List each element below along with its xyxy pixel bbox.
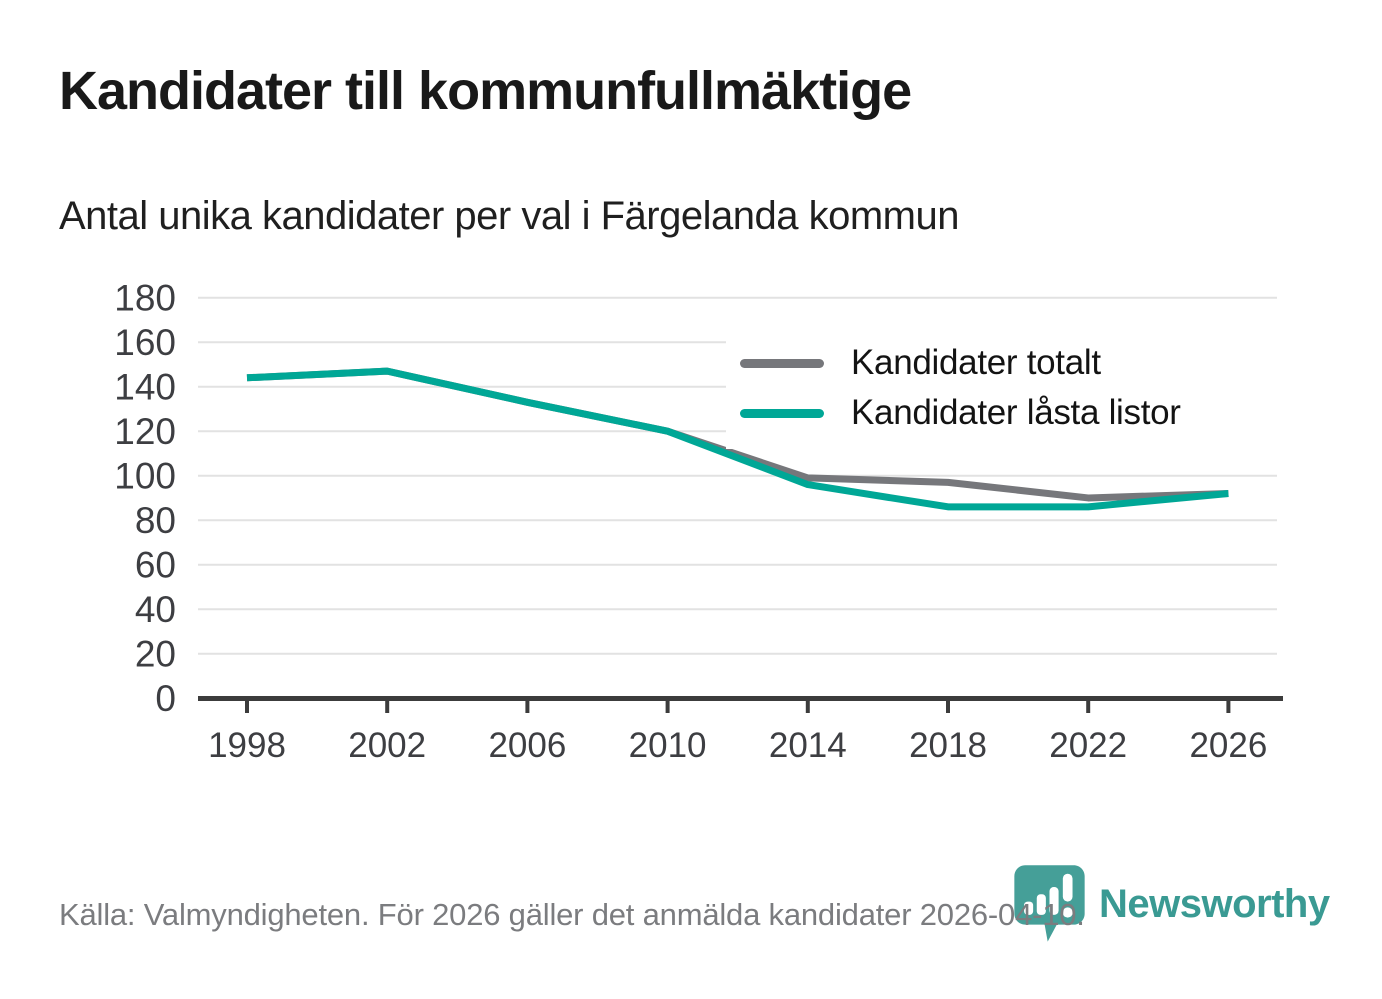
legend-swatch-totalt-icon xyxy=(740,358,824,368)
source-note: Källa: Valmyndigheten. För 2026 gäller d… xyxy=(59,897,1085,932)
svg-text:2010: 2010 xyxy=(629,726,707,765)
svg-text:2014: 2014 xyxy=(769,726,847,765)
svg-text:2022: 2022 xyxy=(1049,726,1127,765)
svg-text:2026: 2026 xyxy=(1189,726,1267,765)
legend-swatch-lasta-listor-icon xyxy=(740,408,824,418)
svg-text:0: 0 xyxy=(155,678,176,719)
svg-text:180: 180 xyxy=(114,278,176,319)
legend-item-totalt: Kandidater totalt xyxy=(740,339,1284,387)
svg-text:2002: 2002 xyxy=(348,726,426,765)
svg-text:140: 140 xyxy=(114,367,176,408)
svg-text:20: 20 xyxy=(135,634,176,675)
newsworthy-logo[interactable]: Newsworthy xyxy=(1012,864,1330,944)
x-axis-ticks xyxy=(245,701,1231,713)
svg-text:40: 40 xyxy=(135,589,176,630)
svg-text:2006: 2006 xyxy=(488,726,566,765)
line-kandidater-lasta-listor xyxy=(246,367,1229,511)
chart-subtitle: Antal unika kandidater per val i Färgela… xyxy=(59,194,959,238)
x-axis-labels: 1998 2002 2006 2010 2014 2018 2022 2026 xyxy=(208,726,1267,765)
svg-text:2018: 2018 xyxy=(909,726,987,765)
svg-text:80: 80 xyxy=(135,500,176,541)
newsworthy-pin-barchart-icon xyxy=(1014,865,1085,942)
newsworthy-wordmark: Newsworthy xyxy=(1099,882,1330,926)
svg-text:1998: 1998 xyxy=(208,726,286,765)
svg-text:60: 60 xyxy=(135,545,176,586)
svg-text:120: 120 xyxy=(114,411,176,452)
legend-item-lasta-listor: Kandidater låsta listor xyxy=(740,389,1284,437)
svg-text:100: 100 xyxy=(114,456,176,497)
legend: Kandidater totalt Kandidater låsta listo… xyxy=(726,331,1284,449)
chart-title: Kandidater till kommunfullmäktige xyxy=(59,61,912,121)
legend-label-lasta-listor: Kandidater låsta listor xyxy=(851,393,1181,432)
svg-text:160: 160 xyxy=(114,322,176,363)
legend-label-totalt: Kandidater totalt xyxy=(851,343,1101,382)
